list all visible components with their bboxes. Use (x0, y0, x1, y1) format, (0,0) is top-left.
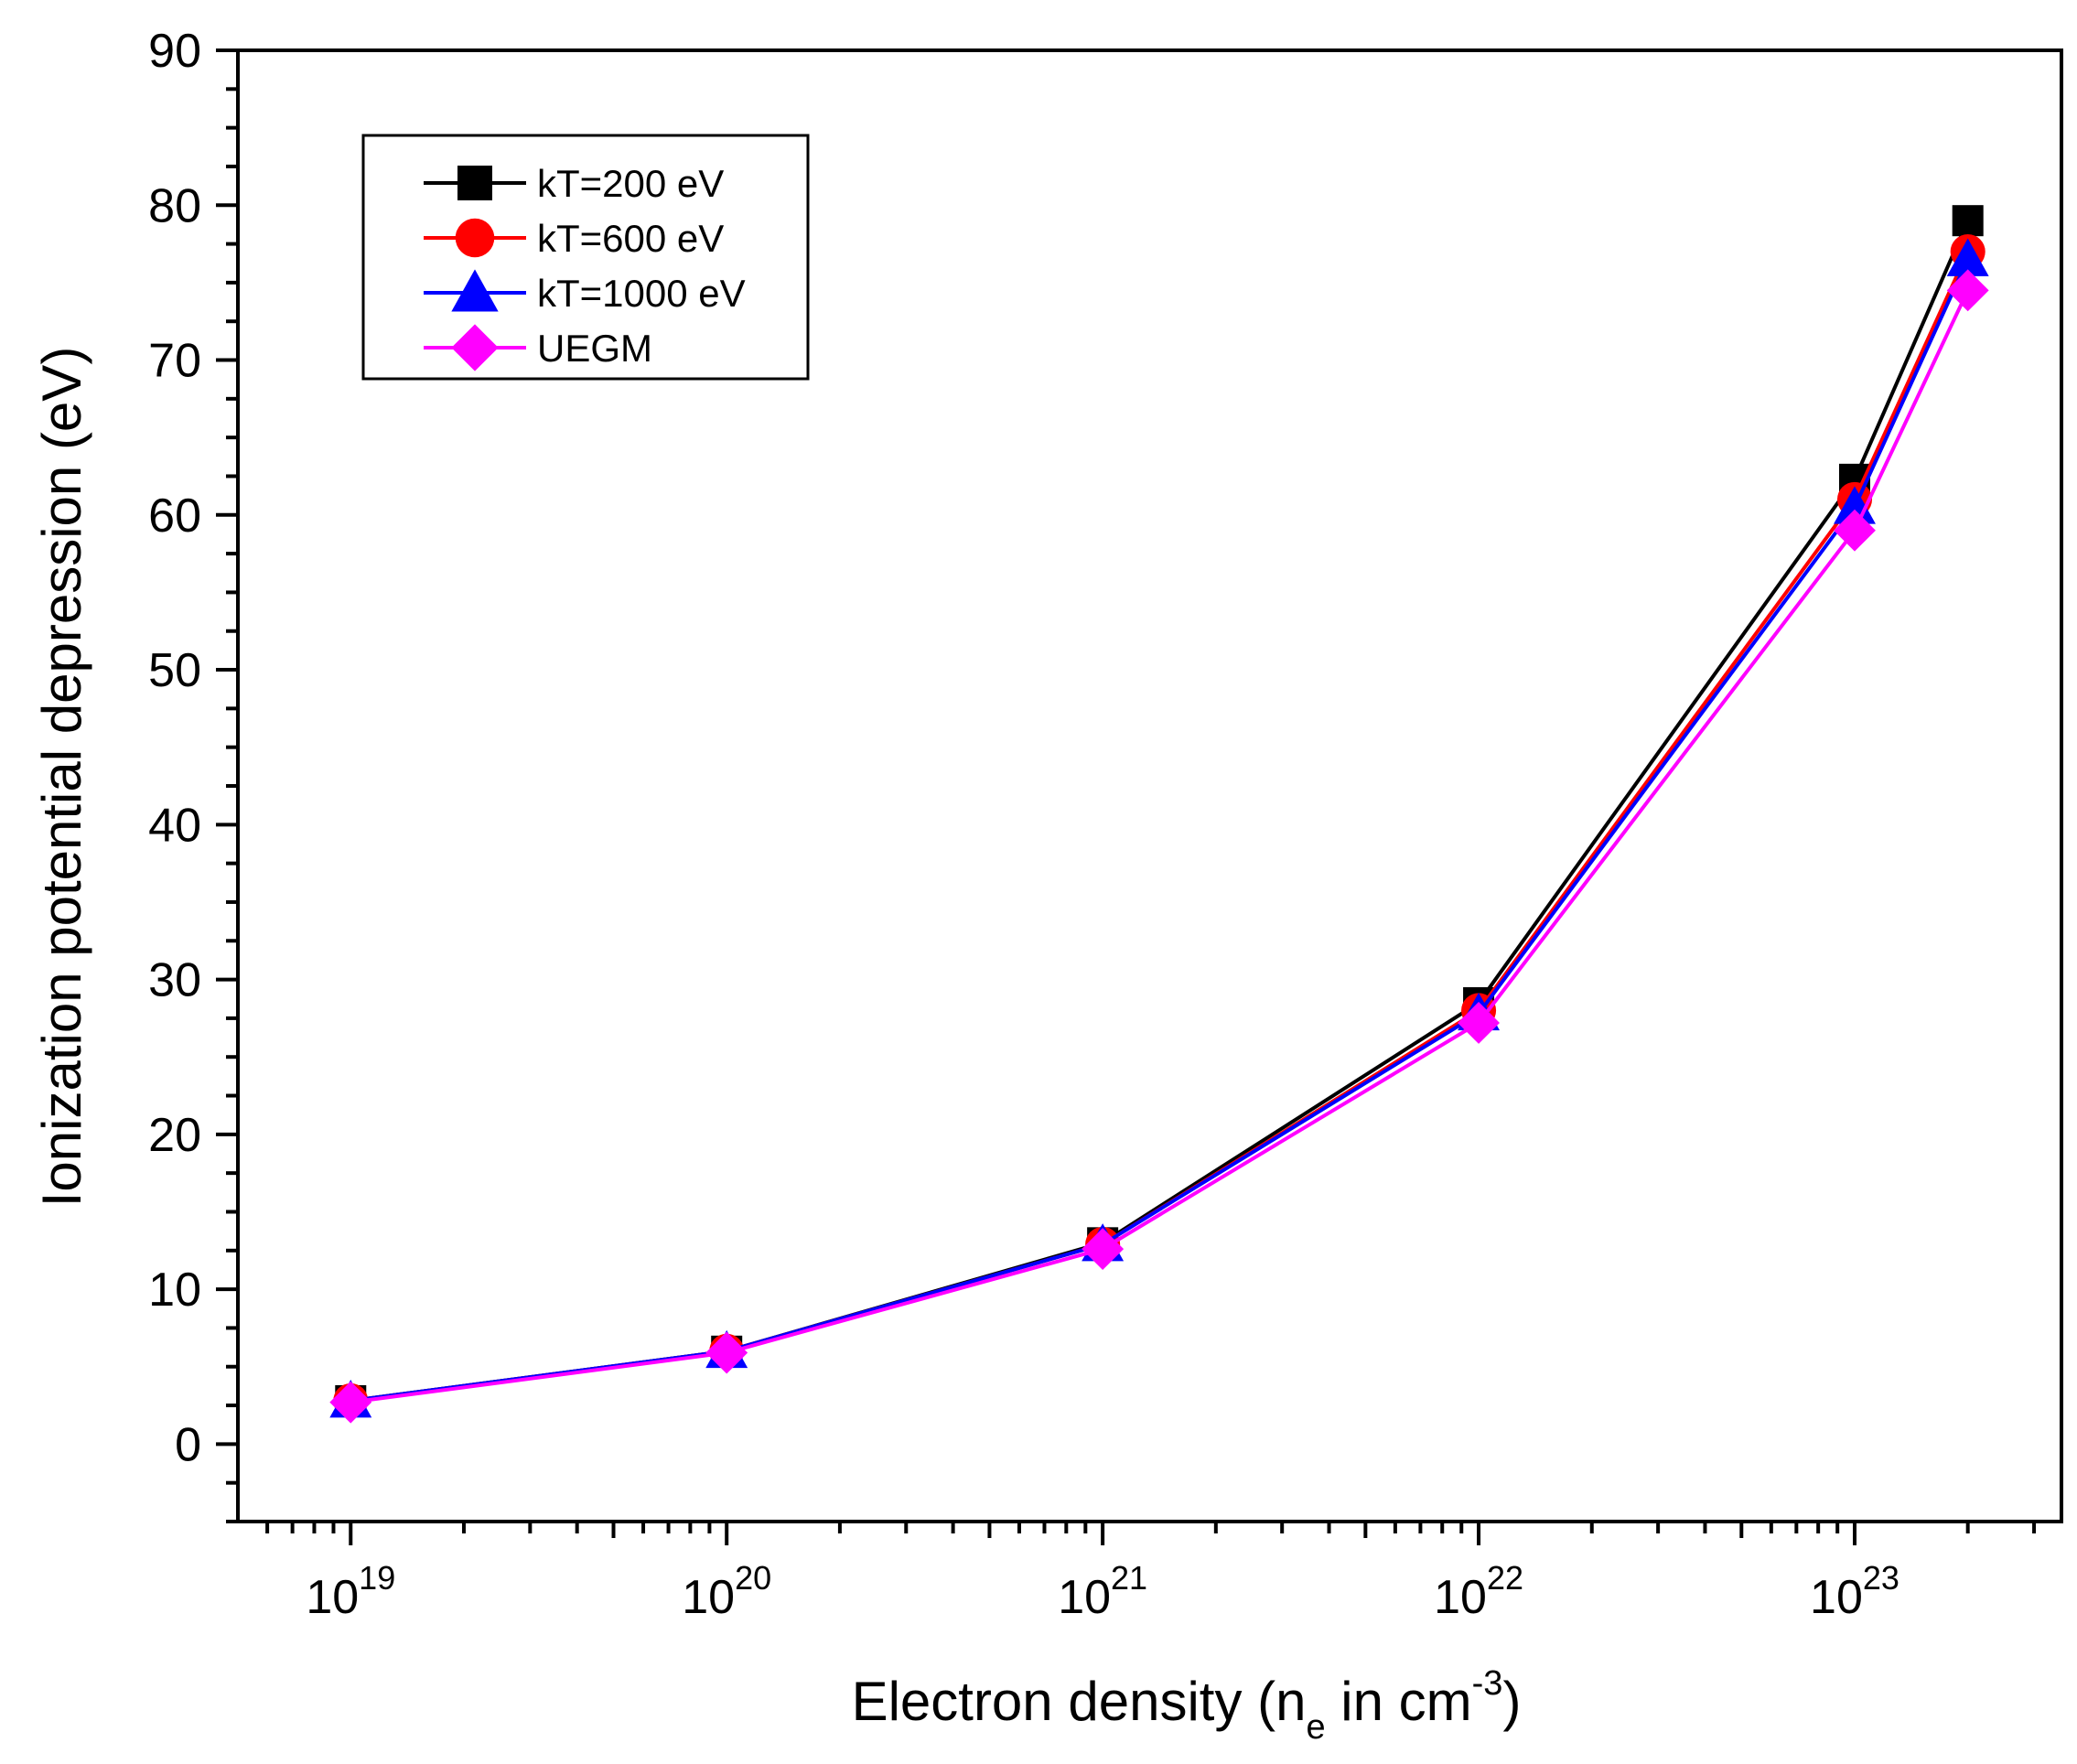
legend-item: kT=1000 eV (424, 269, 746, 315)
y-tick-label: 30 (148, 954, 201, 1007)
legend-item: UEGM (424, 324, 652, 371)
data-point-diamond (1834, 509, 1876, 552)
x-tick-label-base: 10 (1810, 1571, 1863, 1624)
y-tick-label: 20 (148, 1109, 201, 1162)
legend-label: kT=1000 eV (537, 272, 746, 315)
legend-marker-square (457, 166, 492, 200)
y-tick-label: 90 (148, 25, 201, 78)
x-tick-label: 1019 (306, 1559, 395, 1624)
legend-marker-circle (455, 218, 495, 258)
data-point-triangle (1946, 238, 1989, 276)
legend-box (361, 134, 810, 381)
x-tick-label-base: 10 (306, 1571, 359, 1624)
legend-item: kT=200 eV (424, 162, 724, 205)
y-tick-label: 70 (148, 335, 201, 388)
y-axis-title: Ionization potential depression (eV) (31, 347, 92, 1208)
x-tick-label-exponent: 20 (735, 1559, 771, 1597)
legend-label: kT=200 eV (537, 162, 724, 205)
x-tick-label-exponent: 19 (359, 1559, 395, 1597)
data-point-triangle (1834, 486, 1876, 524)
data-point-diamond (1946, 269, 1989, 312)
data-point-square (1952, 205, 1984, 237)
x-tick-label-exponent: 23 (1863, 1559, 1899, 1597)
x-axis-title-suffix: ) (1502, 1671, 1521, 1732)
y-tick-label: 80 (148, 179, 201, 232)
x-tick-label: 1023 (1810, 1559, 1899, 1624)
legend-label: kT=600 eV (537, 217, 724, 260)
y-tick-label: 0 (175, 1418, 201, 1471)
x-tick-label-exponent: 22 (1487, 1559, 1523, 1597)
y-tick-label: 10 (148, 1264, 201, 1317)
x-axis-title-subscript: e (1306, 1708, 1325, 1747)
y-tick-label: 60 (148, 489, 201, 543)
legend: kT=200 eV kT=600 eV kT=1000 eV UEGM (361, 134, 810, 381)
plot-frame (236, 48, 2063, 1523)
x-tick-label-base: 10 (1058, 1571, 1111, 1624)
data-point-diamond (1458, 1002, 1501, 1044)
series-layer (329, 205, 1989, 1424)
y-tick-label: 50 (148, 644, 201, 697)
data-point-diamond (1082, 1228, 1125, 1271)
legend-item: kT=600 eV (424, 217, 724, 260)
legend-marker-diamond (451, 324, 499, 371)
x-tick-label-exponent: 21 (1111, 1559, 1147, 1597)
x-axis-title-mid: in cm (1326, 1671, 1472, 1732)
series-line (350, 289, 1970, 1404)
x-tick-label: 1022 (1434, 1559, 1523, 1624)
x-tick-label-base: 10 (1434, 1571, 1487, 1624)
x-tick-label: 1021 (1058, 1559, 1147, 1624)
x-tick-label: 1020 (682, 1559, 771, 1624)
x-axis-title: Electron density (ne in cm-3) (852, 1664, 1522, 1747)
data-point-diamond (329, 1381, 372, 1424)
x-tick-label-base: 10 (682, 1571, 735, 1624)
legend-label: UEGM (537, 327, 652, 370)
x-axis-title-superscript: -3 (1472, 1664, 1503, 1703)
series-uegm (329, 269, 1989, 1424)
data-point-diamond (705, 1331, 748, 1374)
legend-marker-triangle (451, 269, 499, 312)
y-tick-label: 40 (148, 799, 201, 852)
x-axis-title-prefix: Electron density (n (852, 1671, 1307, 1732)
